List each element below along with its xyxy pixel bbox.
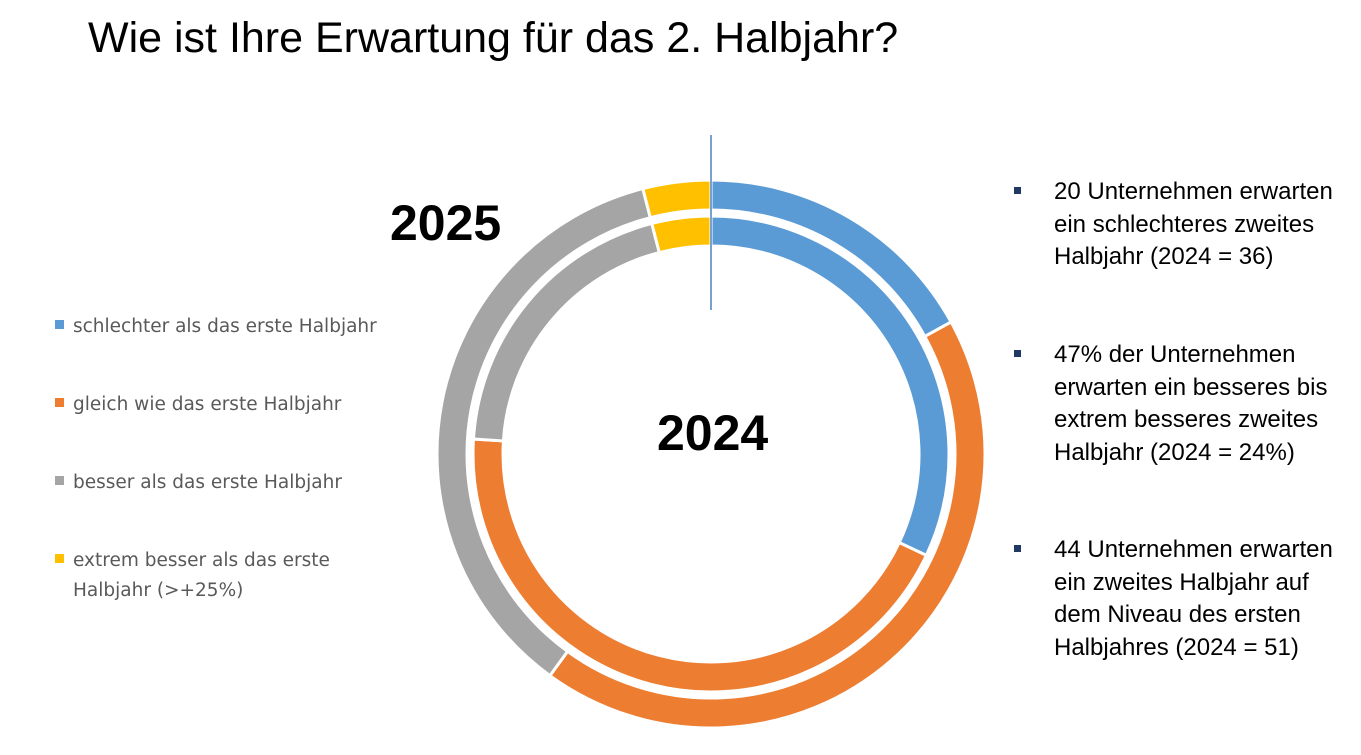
legend-swatch [55,398,64,407]
note-bullet [1014,545,1021,552]
inner-ring-year-label: 2024 [657,405,768,461]
legend-item: gleich wie das erste Halbjahr [52,390,382,420]
page-title: Wie ist Ihre Erwartung für das 2. Halbja… [88,14,899,62]
note-item: 47% der Unternehmen erwarten ein bessere… [1012,339,1352,469]
note-text: 47% der Unternehmen erwarten ein bessere… [1054,341,1328,466]
doughnut-rings [435,178,987,730]
note-item: 44 Unternehmen erwarten ein zweites Halb… [1012,534,1352,664]
note-item: 20 Unternehmen erwarten ein schlechteres… [1012,176,1352,274]
legend-label: schlechter als das erste Halbjahr [73,316,377,337]
note-bullet [1014,187,1021,194]
legend-label: extrem besser als das erste Halbjahr (>+… [73,550,330,601]
note-text: 20 Unternehmen erwarten ein schlechteres… [1054,178,1333,270]
ring-segment-inner-3 [649,214,713,255]
legend-swatch [55,476,64,485]
legend-swatch [55,320,64,329]
note-text: 44 Unternehmen erwarten ein zweites Halb… [1054,536,1333,661]
legend-item: besser als das erste Halbjahr [52,468,382,498]
legend-item: schlechter als das erste Halbjahr [52,312,382,342]
outer-ring-year-label: 2025 [390,195,501,251]
ring-segment-outer-3 [641,178,713,220]
note-bullet [1014,350,1021,357]
legend-item: extrem besser als das erste Halbjahr (>+… [52,546,382,606]
legend-label: besser als das erste Halbjahr [73,472,342,493]
legend-swatch [55,554,64,563]
legend-label: gleich wie das erste Halbjahr [73,394,342,415]
